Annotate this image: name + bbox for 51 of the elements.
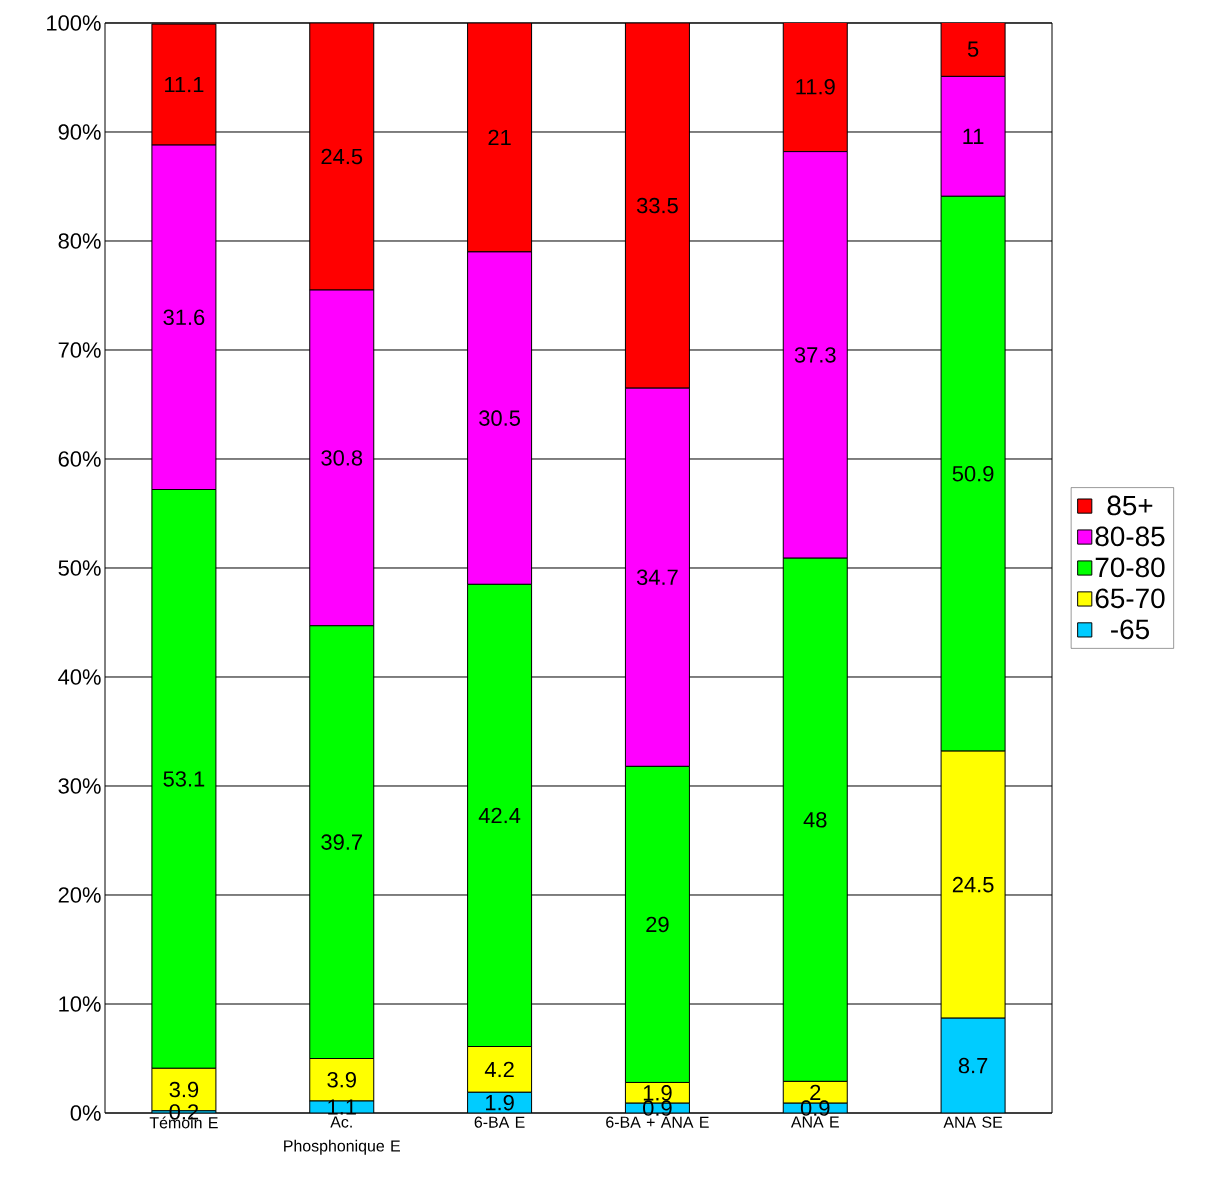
- data-label: 1.9: [486, 1094, 514, 1111]
- data-label: 2: [810, 1084, 821, 1100]
- legend-label: 80-85: [1095, 526, 1165, 547]
- data-label: 4.2: [484, 1061, 514, 1078]
- x-tick-label: 6-BA + ANA E: [606, 1116, 709, 1128]
- data-label: 0.9: [643, 1100, 672, 1116]
- data-label: 37.3: [794, 347, 836, 363]
- data-label: 21: [488, 129, 511, 146]
- y-tick-label: 60%: [58, 451, 101, 467]
- legend-label: 85+: [1107, 495, 1153, 516]
- x-tick-label: Ac. Phosphonique E: [284, 1116, 400, 1155]
- data-label: 0.9: [800, 1100, 830, 1116]
- data-label: 1.9: [643, 1085, 672, 1101]
- data-label: 1.1: [328, 1099, 356, 1115]
- data-label: 33.5: [636, 197, 678, 214]
- data-label: 24.5: [321, 148, 363, 165]
- data-label: 8.7: [958, 1057, 988, 1074]
- legend-label: 70-80: [1095, 557, 1165, 578]
- y-tick-label: 30%: [58, 778, 101, 794]
- data-label: 3.9: [327, 1071, 356, 1088]
- data-label: 42.4: [478, 807, 521, 824]
- y-tick-label: 50%: [58, 560, 101, 576]
- y-tick-label: 80%: [58, 233, 101, 249]
- legend-label: -65: [1111, 619, 1149, 640]
- y-tick-label: 90%: [58, 124, 101, 140]
- y-tick-label: 70%: [58, 342, 101, 358]
- data-label: 5: [967, 41, 979, 57]
- bar: [940, 1017, 1006, 1113]
- data-label: 29: [646, 916, 669, 933]
- x-tick-label: ANA SE: [943, 1116, 1003, 1128]
- data-label: 53.1: [163, 771, 205, 787]
- data-label: 30.5: [479, 410, 520, 426]
- data-label: 48: [803, 812, 827, 828]
- x-tick-label: ANA E: [790, 1116, 839, 1128]
- data-label: 11.9: [796, 78, 835, 95]
- data-label: 24.5: [952, 876, 994, 893]
- y-tick-label: 10%: [59, 996, 101, 1012]
- x-tick-label: 6-BA E: [474, 1116, 525, 1128]
- data-label: 50.9: [952, 465, 994, 482]
- data-label: 3.9: [169, 1081, 199, 1098]
- legend-label: 65-70: [1095, 588, 1165, 609]
- y-tick-label: 40%: [58, 669, 101, 685]
- y-tick-label: 0%: [70, 1105, 101, 1121]
- data-label: 11: [963, 128, 984, 144]
- data-label: 34.7: [636, 569, 678, 586]
- y-tick-label: 20%: [58, 887, 101, 903]
- data-label: 30.8: [321, 450, 363, 466]
- y-tick-label: 100%: [47, 15, 101, 31]
- data-label: 31.6: [163, 309, 205, 326]
- data-label: 11.1: [165, 77, 204, 93]
- data-label: 39.7: [321, 834, 362, 850]
